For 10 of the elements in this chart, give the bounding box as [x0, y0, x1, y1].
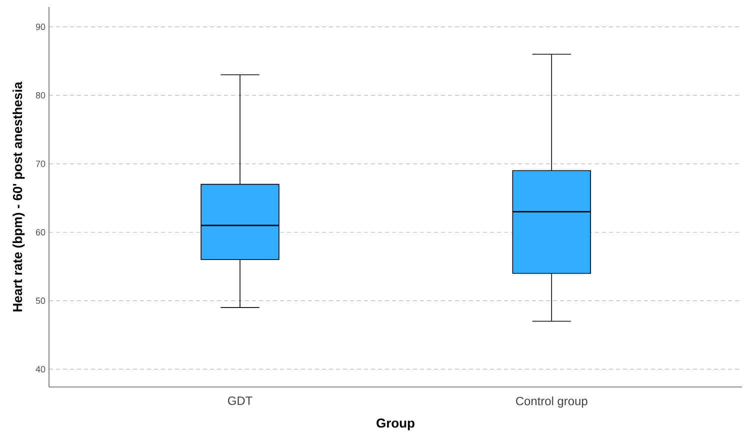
y-tick-label: 80 — [36, 92, 46, 98]
y-tick-label: 50 — [36, 298, 46, 304]
y-tick-label: 90 — [36, 24, 46, 30]
y-axis-title: Heart rate (bpm) - 60' post anesthesia — [12, 82, 25, 312]
x-tick-label: GDT — [228, 396, 252, 405]
x-tick-label: Control group — [516, 396, 588, 408]
y-tick-label: 70 — [36, 160, 46, 167]
x-axis-title: Group — [376, 418, 414, 430]
y-tick-label: 60 — [36, 229, 46, 236]
y-tick-label: 40 — [36, 366, 46, 372]
